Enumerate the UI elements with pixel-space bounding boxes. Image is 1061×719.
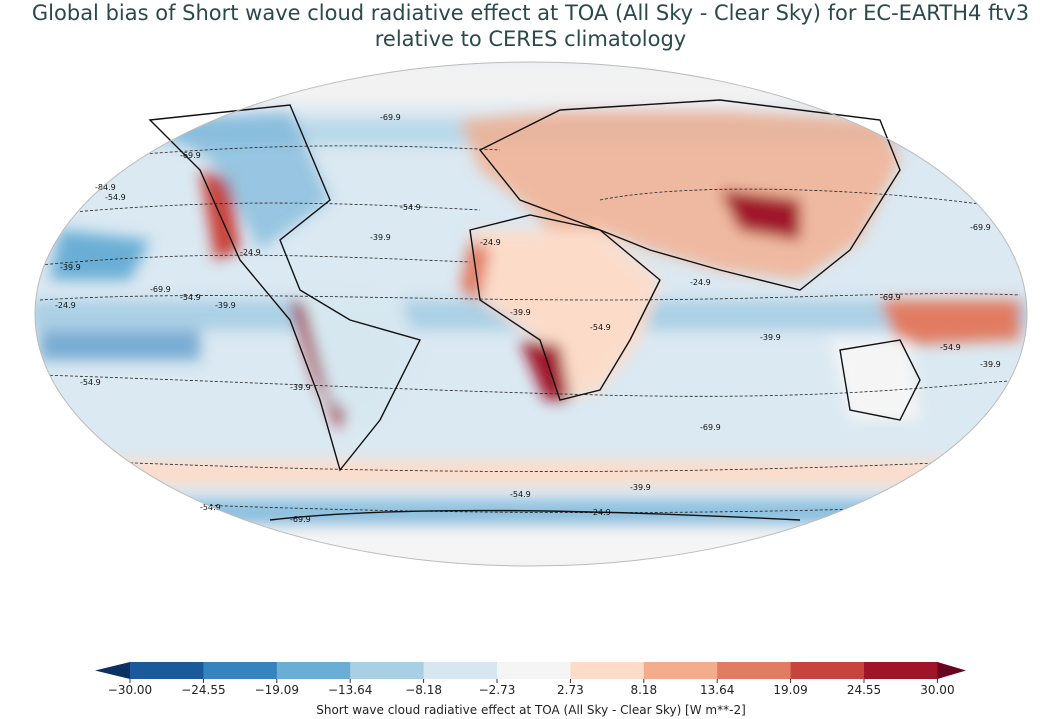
contour-label: -39.9 [980,360,1001,369]
colorbar-tick-label: 2.73 [557,683,584,697]
title-line-2: relative to CERES climatology [374,27,687,51]
contour-label: -54.9 [590,323,611,332]
colorbar-tick-label: 13.64 [700,683,734,697]
contour-label: -24.9 [240,248,261,257]
contour-label: -54.9 [180,293,201,302]
climatology-contours [39,145,1021,514]
contour-label: -69.9 [180,151,201,160]
title-line-1: Global bias of Short wave cloud radiativ… [31,1,1030,25]
colorbar-segment [350,662,425,679]
contour-label: -24.9 [690,278,711,287]
contour-label: -39.9 [290,383,311,392]
colorbar-over-arrow [937,662,966,679]
colorbar-tick-label: −13.64 [328,683,372,697]
contour-label: -69.9 [150,285,171,294]
contour-label: -69.9 [380,113,401,122]
colorbar-tick-label: −2.73 [479,683,516,697]
bias-map: -54.9 -39.9 -24.9 -69.9 -84.9 -69.9 -54.9 -39.9… [34,61,1028,567]
colorbar-tick-label: −30.00 [108,683,152,697]
contour-label: -24.9 [55,301,76,310]
colorbar-segment [643,662,718,679]
colorbar-segment [570,662,645,679]
contour-label: -54.9 [105,193,126,202]
contour-label: -54.9 [940,343,961,352]
colorbar-tick-label: 24.55 [847,683,881,697]
colorbar-segment [717,662,792,679]
colorbar-tick-label: −8.18 [405,683,442,697]
contour-label: -39.9 [60,263,81,272]
contour-label: -39.9 [760,333,781,342]
contour-label: -69.9 [290,515,311,524]
contour-label: -39.9 [370,233,391,242]
coastlines [148,99,921,521]
contour-label: -69.9 [970,223,991,232]
colorbar-tick-label: 19.09 [773,683,807,697]
contour-label: -39.9 [215,301,236,310]
contour-label: -54.9 [400,203,421,212]
colorbar-tick-label: 30.00 [920,683,954,697]
contour-label: -24.9 [590,508,611,517]
colorbar-under-arrow [95,662,130,679]
contour-label: -39.9 [630,483,651,492]
contour-label: -24.9 [480,238,501,247]
contour-label: -54.9 [510,490,531,499]
colorbar-tick-label: 8.18 [630,683,657,697]
map-border [34,61,1028,567]
colorbar-segment [130,662,204,679]
colorbar-segment [790,662,865,679]
contour-label: -84.9 [95,183,116,192]
colorbar-label: Short wave cloud radiative effect at TOA… [316,703,746,717]
colorbar-segment [497,662,571,679]
contour-label: -69.9 [700,423,721,432]
contour-label: -54.9 [80,378,101,387]
colorbar-tick-label: −19.09 [255,683,299,697]
colorbar-segment [203,662,278,679]
contour-label: -39.9 [510,308,531,317]
colorbar-tick-label: −24.55 [181,683,225,697]
colorbar-segment [276,662,351,679]
colorbar-segment [864,662,938,679]
contour-labels: -54.9 -39.9 -24.9 -69.9 -84.9 -69.9 -54.9 -39.9… [55,113,1001,524]
plot-title: Global bias of Short wave cloud radiativ… [0,0,1061,52]
contour-label: -69.9 [880,293,901,302]
colorbar-segment [423,662,498,679]
contour-label: -54.9 [200,503,221,512]
